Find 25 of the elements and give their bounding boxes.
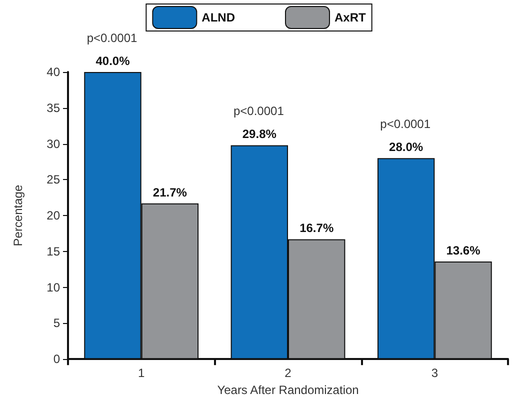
data-label: 16.7% xyxy=(300,221,334,236)
data-label: 21.7% xyxy=(152,185,188,200)
data-label: 13.6% xyxy=(446,243,481,258)
y-tick-label: 40 xyxy=(46,65,60,79)
y-tick-label: 10 xyxy=(46,280,60,294)
x-axis-title: Years After Randomization xyxy=(217,383,359,397)
text: p<0.0001 xyxy=(86,31,138,45)
legend-label: ALND xyxy=(202,10,236,24)
legend-label: AxRT xyxy=(334,10,366,24)
data-label: 28.0% xyxy=(389,140,424,154)
y-tick-label: 0 xyxy=(53,352,60,366)
annotation: p<0.0001 xyxy=(380,117,431,132)
x-tick-label: 3 xyxy=(431,366,438,380)
data-label: 40.0% xyxy=(96,54,130,68)
annotation: p<0.0001 xyxy=(233,104,284,118)
y-tick-label: 25 xyxy=(46,172,60,187)
y-tick-label: 15 xyxy=(46,244,60,258)
y-tick-label: 5 xyxy=(53,316,60,330)
y-tick-label: 35 xyxy=(46,100,60,115)
x-tick-label: 2 xyxy=(284,366,292,380)
x-tick-label: 1 xyxy=(138,366,145,380)
y-tick-label: 20 xyxy=(46,208,60,223)
data-label: 29.8% xyxy=(242,127,277,142)
y-axis-title: Percentage xyxy=(11,184,25,246)
y-tick-label: 30 xyxy=(46,136,60,151)
